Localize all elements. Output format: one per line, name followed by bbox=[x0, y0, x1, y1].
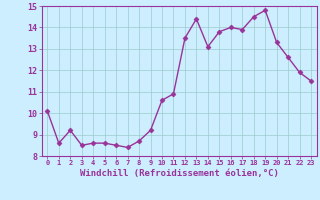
X-axis label: Windchill (Refroidissement éolien,°C): Windchill (Refroidissement éolien,°C) bbox=[80, 169, 279, 178]
